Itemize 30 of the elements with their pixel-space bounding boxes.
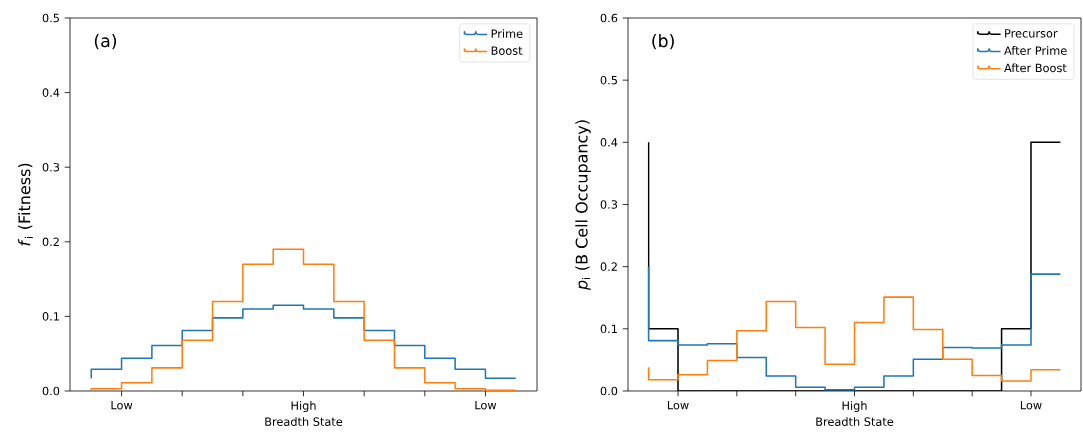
x-axis-title: Breadth State [816,417,894,426]
x-tick-label: Low [667,401,689,410]
x-tick-label: High [842,401,867,412]
y-tick-label: 0.6 [600,13,618,23]
y-tick-label: 0.0 [42,386,60,396]
y-tick-label: 0.5 [600,75,617,85]
y-axis-title: p$_{i}$ (B Cell Occupancy) [575,120,591,291]
y-tick-label: 0.0 [600,386,618,396]
y-tick-label: 0.1 [42,312,59,321]
y-tick-label: 0.1 [600,324,617,334]
annotation: (b) [652,33,674,50]
legend-label: Prime [491,29,523,38]
y-tick-label: 0.2 [600,262,617,271]
y-axis-title: f$_{i}$ (Fitness) [18,163,33,246]
x-tick-label: Low [475,401,497,410]
x-tick-label: Low [1020,401,1042,410]
legend-label: After Boost [1004,63,1067,73]
y-tick-label: 0.3 [600,200,618,209]
y-tick-label: 0.4 [600,138,618,147]
x-tick-label: Low [111,401,133,410]
legend-label: Boost [491,46,523,55]
x-tick-label: High [291,401,316,412]
legend-label: After Prime [1004,46,1067,55]
annotation: (a) [94,33,117,50]
y-tick-label: 0.2 [42,237,59,247]
y-tick-label: 0.3 [42,162,60,172]
x-axis-title: Breadth State [265,417,343,426]
legend-label: Precursor [1005,29,1058,38]
y-tick-label: 0.5 [42,13,59,23]
y-tick-label: 0.4 [42,88,60,97]
